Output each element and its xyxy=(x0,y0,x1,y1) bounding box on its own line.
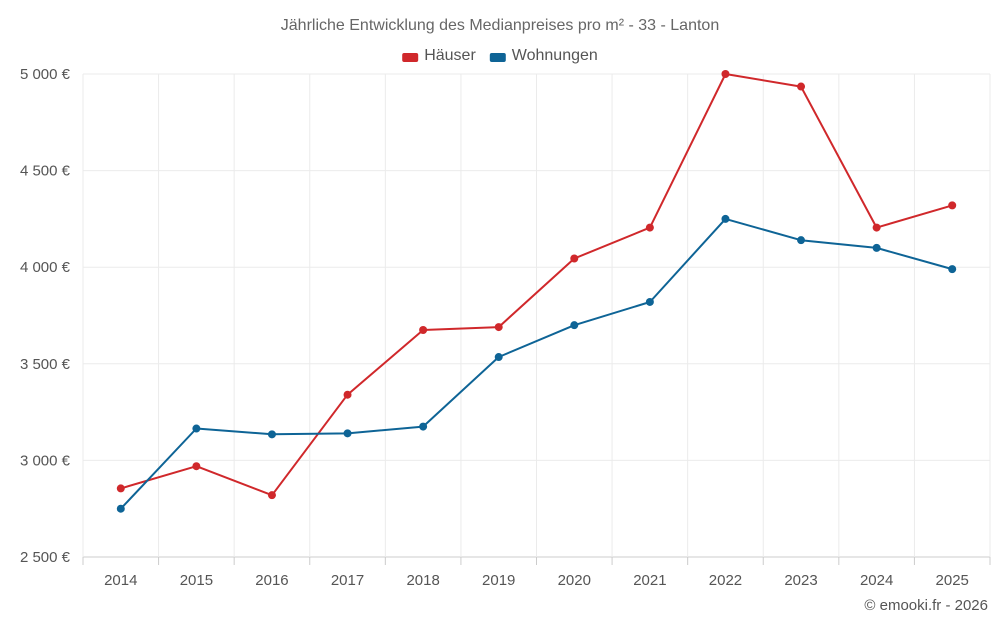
data-point[interactable] xyxy=(192,424,201,433)
data-point[interactable] xyxy=(645,223,654,232)
credit-label: © emooki.fr - 2026 xyxy=(864,597,988,614)
data-point[interactable] xyxy=(570,321,579,330)
data-point[interactable] xyxy=(116,484,125,493)
legend-item[interactable]: Wohnungen xyxy=(489,47,598,64)
data-point[interactable] xyxy=(343,390,352,399)
data-point[interactable] xyxy=(419,325,428,334)
data-point[interactable] xyxy=(872,243,881,252)
data-point[interactable] xyxy=(116,504,125,513)
y-tick-label: 4 500 € xyxy=(20,163,71,180)
legend-swatch xyxy=(489,53,506,62)
x-tick-label: 2023 xyxy=(784,572,817,589)
data-point[interactable] xyxy=(267,430,276,439)
legend-label: Häuser xyxy=(424,47,476,64)
data-point[interactable] xyxy=(872,223,881,232)
x-tick-label: 2015 xyxy=(180,572,213,589)
data-point[interactable] xyxy=(948,265,957,274)
data-point[interactable] xyxy=(343,429,352,438)
data-point[interactable] xyxy=(721,70,730,78)
y-tick-label: 3 000 € xyxy=(20,452,71,469)
y-tick-label: 4 000 € xyxy=(20,259,71,276)
data-point[interactable] xyxy=(797,236,806,245)
y-tick-label: 2 500 € xyxy=(20,549,71,566)
x-tick-label: 2018 xyxy=(406,572,439,589)
series-line xyxy=(120,217,953,510)
x-tick-label: 2020 xyxy=(558,572,591,589)
legend: Häuser Wohnungen xyxy=(402,47,598,64)
legend-label: Wohnungen xyxy=(512,47,598,64)
grid xyxy=(82,73,991,558)
x-tick-label: 2017 xyxy=(331,572,364,589)
x-tick-label: 2022 xyxy=(709,572,742,589)
x-tick-label: 2025 xyxy=(936,572,969,589)
x-tick-label: 2016 xyxy=(255,572,288,589)
x-tick-label: 2021 xyxy=(633,572,666,589)
data-point[interactable] xyxy=(494,323,503,332)
legend-item[interactable]: Häuser xyxy=(402,47,476,64)
series-line xyxy=(120,73,953,497)
legend-swatch xyxy=(402,53,419,62)
data-point[interactable] xyxy=(645,297,654,306)
series-layer xyxy=(116,70,957,513)
x-axis: 2014 2015 2016 2017 2018 2019 2020 2021 2022 2023… xyxy=(82,557,991,589)
data-point[interactable] xyxy=(721,214,730,223)
series-häuser xyxy=(116,70,957,500)
data-point[interactable] xyxy=(797,82,806,91)
chart-title: Jährliche Entwicklung des Medianpreises … xyxy=(281,17,719,34)
x-tick-label: 2014 xyxy=(104,572,137,589)
y-axis: 2 500 € 3 000 € 3 500 € 4 000 € 4 500 € 5 000… xyxy=(20,66,71,566)
data-point[interactable] xyxy=(570,254,579,263)
y-tick-label: 5 000 € xyxy=(20,66,71,83)
data-point[interactable] xyxy=(267,491,276,500)
y-tick-label: 3 500 € xyxy=(20,356,71,373)
series-wohnungen xyxy=(116,214,957,513)
data-point[interactable] xyxy=(494,353,503,362)
data-point[interactable] xyxy=(419,422,428,431)
x-tick-label: 2019 xyxy=(482,572,515,589)
data-point[interactable] xyxy=(192,462,201,471)
data-point[interactable] xyxy=(948,201,957,210)
x-tick-label: 2024 xyxy=(860,572,893,589)
